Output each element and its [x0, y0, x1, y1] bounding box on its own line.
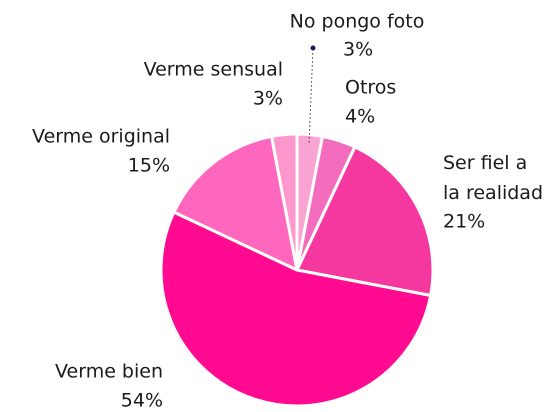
pie-slice	[270, 132, 299, 272]
pie-slice	[295, 145, 435, 297]
value-label: 4%	[345, 106, 375, 128]
leader-dot	[310, 45, 316, 51]
slice-label: No pongo foto	[290, 11, 425, 33]
slice-label: Verme original	[32, 126, 170, 148]
slice-label: Otros	[345, 77, 396, 99]
leader-line	[308, 47, 314, 143]
value-label: 15%	[128, 155, 170, 177]
pie-slice	[172, 134, 299, 272]
slice-label: Ser fiel a la realidad	[443, 152, 543, 204]
slice-label: Verme bien	[55, 361, 163, 383]
slice-label: Verme sensual	[144, 59, 283, 81]
value-label: 3%	[253, 88, 283, 110]
value-label: 54%	[121, 390, 163, 409]
value-label: 3%	[343, 39, 373, 61]
pie-slice	[159, 210, 433, 408]
value-label: 21%	[443, 211, 485, 233]
